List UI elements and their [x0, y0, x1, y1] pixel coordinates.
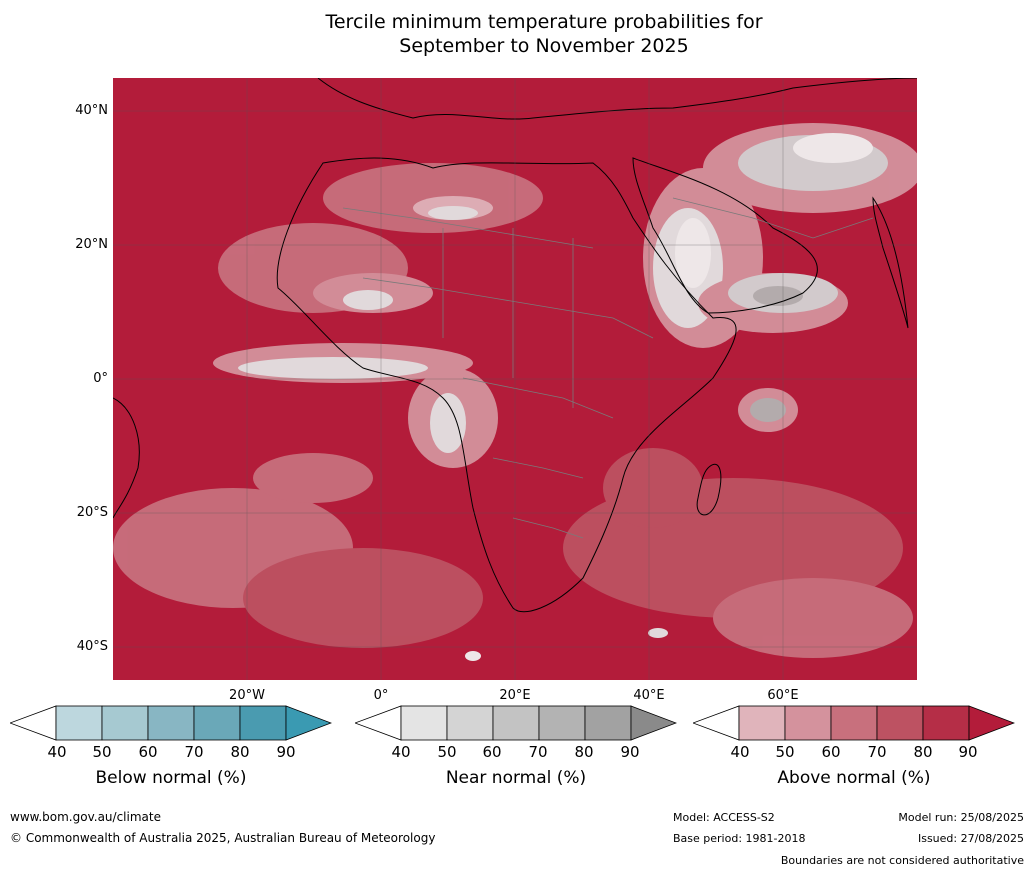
above-tick-80: 80	[913, 743, 933, 761]
colorbar-segment	[738, 705, 786, 741]
lat-label-40s: 40°S	[76, 639, 108, 654]
above-normal-label: Above normal (%)	[777, 768, 931, 788]
colorbar-extend-arrow	[630, 705, 677, 741]
colorbar-segment	[193, 705, 241, 741]
colorbar-segment	[239, 705, 287, 741]
below-tick-70: 70	[184, 743, 204, 761]
copyright-text: © Commonwealth of Australia 2025, Austra…	[10, 831, 436, 845]
near-tick-80: 80	[574, 743, 594, 761]
above-tick-50: 50	[775, 743, 795, 761]
colorbar-segment	[830, 705, 878, 741]
title-line-2: September to November 2025	[399, 35, 689, 57]
colorbar-above-normal	[693, 705, 1015, 741]
colorbar-segment	[55, 705, 103, 741]
below-normal-label: Below normal (%)	[95, 768, 247, 788]
colorbar-segment	[922, 705, 970, 741]
colorbar-segment	[538, 705, 586, 741]
near-tick-90: 90	[620, 743, 640, 761]
colorbar-segment	[784, 705, 832, 741]
near-tick-50: 50	[437, 743, 457, 761]
arabia-coastline	[632, 157, 818, 314]
colorbar-extend-arrow	[285, 705, 332, 741]
lat-label-0: 0°	[93, 371, 108, 386]
colorbar-extend-arrow	[968, 705, 1015, 741]
brazil-coastline	[113, 397, 140, 519]
model-text: Model: ACCESS-S2	[673, 811, 775, 824]
colorbar-segment	[446, 705, 494, 741]
lat-label-20s: 20°S	[76, 505, 108, 520]
lat-label-20n: 20°N	[75, 237, 108, 252]
near-normal-label: Near normal (%)	[445, 768, 587, 788]
lon-label-20w: 20°W	[229, 688, 265, 703]
map-title: Tercile minimum temperature probabilitie…	[0, 10, 1035, 58]
below-tick-80: 80	[230, 743, 250, 761]
borders	[342, 197, 874, 539]
disclaimer-text: Boundaries are not considered authoritat…	[780, 854, 1024, 867]
europe-coastline	[317, 78, 917, 120]
near-tick-70: 70	[528, 743, 548, 761]
above-tick-90: 90	[958, 743, 978, 761]
below-tick-60: 60	[138, 743, 158, 761]
gridlines	[113, 78, 917, 680]
lon-label-60e: 60°E	[767, 688, 799, 703]
probability-map	[113, 78, 917, 680]
below-tick-40: 40	[47, 743, 67, 761]
colorbar-below-normal	[10, 705, 332, 741]
lon-label-40e: 40°E	[633, 688, 665, 703]
website-link[interactable]: www.bom.gov.au/climate	[10, 810, 161, 824]
base-period-text: Base period: 1981-2018	[673, 832, 806, 845]
colorbar-segment	[492, 705, 540, 741]
near-tick-60: 60	[482, 743, 502, 761]
india-coastline	[872, 196, 909, 329]
lat-label-40n: 40°N	[75, 103, 108, 118]
below-tick-50: 50	[92, 743, 112, 761]
colorbar-segment	[400, 705, 448, 741]
colorbar-segment	[876, 705, 924, 741]
coastlines	[113, 78, 917, 613]
lon-label-0: 0°	[373, 688, 389, 703]
above-tick-60: 60	[821, 743, 841, 761]
near-tick-40: 40	[391, 743, 411, 761]
lon-label-20e: 20°E	[499, 688, 531, 703]
below-tick-90: 90	[276, 743, 296, 761]
colorbar-segment	[101, 705, 149, 741]
colorbar-near-normal	[355, 705, 677, 741]
colorbar-segment	[147, 705, 195, 741]
madagascar-coastline	[696, 463, 722, 516]
above-tick-40: 40	[730, 743, 750, 761]
title-line-1: Tercile minimum temperature probabilitie…	[325, 11, 763, 33]
africa-coastline	[276, 157, 737, 613]
colorbar-segment	[584, 705, 632, 741]
issued-text: Issued: 27/08/2025	[917, 832, 1024, 845]
model-run-text: Model run: 25/08/2025	[898, 811, 1024, 824]
above-tick-70: 70	[867, 743, 887, 761]
